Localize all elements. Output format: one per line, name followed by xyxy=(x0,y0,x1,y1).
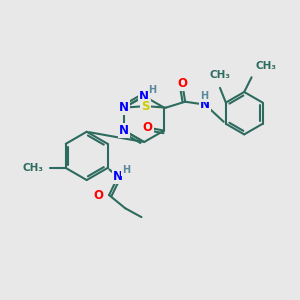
Text: O: O xyxy=(177,77,187,90)
Text: N: N xyxy=(119,124,129,137)
Text: O: O xyxy=(143,121,153,134)
Text: H: H xyxy=(148,85,156,94)
Text: N: N xyxy=(200,98,210,111)
Text: N: N xyxy=(139,90,149,103)
Text: N: N xyxy=(113,170,123,183)
Text: CH₃: CH₃ xyxy=(256,61,277,71)
Text: O: O xyxy=(94,188,104,202)
Text: CH₃: CH₃ xyxy=(209,70,230,80)
Text: S: S xyxy=(141,100,150,112)
Text: H: H xyxy=(200,91,209,101)
Text: CH₃: CH₃ xyxy=(23,163,44,173)
Text: H: H xyxy=(122,165,130,175)
Text: N: N xyxy=(119,101,129,114)
